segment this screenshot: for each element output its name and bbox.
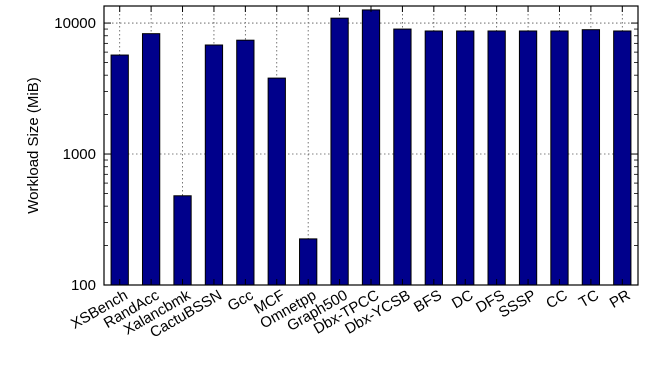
bar-xalancbmk <box>173 195 192 286</box>
x-tick-label-bfs: BFS <box>411 287 445 316</box>
x-tick-label-sssp: SSSP <box>496 287 539 322</box>
x-tick-label-dc: DC <box>449 287 476 313</box>
x-tick-label-pr: PR <box>607 287 634 312</box>
y-axis-title: Workload Size (MiB) <box>25 77 42 213</box>
y-tick-label: 1000 <box>63 146 96 163</box>
bar-omnetpp <box>299 238 318 286</box>
bar-cc <box>550 30 569 286</box>
bar-dfs <box>487 30 506 286</box>
bar-cactubssn <box>204 44 224 286</box>
x-tick-label-gcc: Gcc <box>225 286 257 314</box>
bar-tc <box>581 29 601 286</box>
bar-dc <box>456 30 475 286</box>
bar-xsbench <box>110 54 129 286</box>
bar-bfs <box>424 30 443 286</box>
y-axis-ticks: 100 1000 10000 <box>54 15 638 294</box>
bar-sssp <box>518 30 538 286</box>
bar-gcc <box>236 39 255 286</box>
y-tick-label: 100 <box>71 277 96 294</box>
bar-dbx-tpcc <box>361 9 381 286</box>
bar-randacc <box>141 33 161 286</box>
bar-pr <box>613 30 632 286</box>
bar-mcf <box>267 77 286 286</box>
bar-dbx-ycsb <box>393 28 412 286</box>
x-tick-label-cc: CC <box>543 287 570 313</box>
bar-graph500 <box>330 17 349 286</box>
x-tick-label-tc: TC <box>576 287 602 312</box>
bars <box>110 9 632 286</box>
y-tick-label: 10000 <box>54 15 96 32</box>
